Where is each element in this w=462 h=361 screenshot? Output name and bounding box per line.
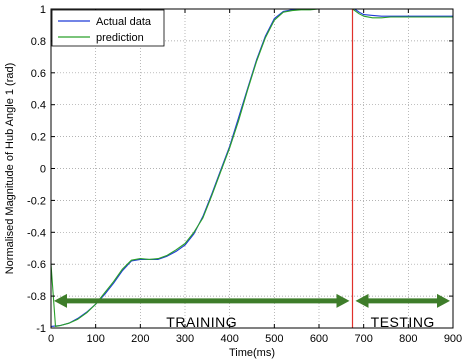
- x-tick-label: 500: [265, 333, 283, 345]
- y-tick-label: 0.2: [31, 132, 46, 144]
- testing-arrow-head-right: [437, 293, 450, 308]
- y-tick-label: -0.6: [27, 259, 46, 271]
- training-arrow-head-left: [54, 293, 67, 308]
- axis-ticks: 0 100 200 300 400 500 600 700 800 900 -1 -0.8 -0.6 -0…: [27, 4, 462, 345]
- x-tick-label: 700: [354, 333, 372, 345]
- y-tick-label: 1: [40, 4, 46, 16]
- testing-arrow-head-left: [355, 293, 369, 308]
- y-tick-label: -0.8: [27, 291, 46, 303]
- training-arrow-head-right: [336, 293, 350, 308]
- legend: Actual data prediction: [51, 9, 165, 47]
- training-label: TRAINING: [166, 314, 237, 330]
- x-tick-label: 800: [399, 333, 417, 345]
- x-tick-label: 900: [444, 333, 462, 345]
- x-tick-label: 0: [48, 333, 54, 345]
- series-line-actual-data: [50, 8, 453, 327]
- legend-entry: Actual data: [96, 16, 152, 28]
- x-tick-label: 100: [86, 333, 104, 345]
- x-tick-label: 300: [176, 333, 194, 345]
- x-tick-label: 400: [220, 333, 238, 345]
- testing-label: TESTING: [371, 314, 435, 330]
- y-tick-label: -0.4: [27, 227, 46, 239]
- x-axis-label: Time(ms): [229, 347, 275, 359]
- legend-entry: prediction: [96, 32, 144, 44]
- y-tick-label: 0.4: [31, 100, 46, 112]
- y-tick-label: -0.2: [27, 195, 46, 207]
- phase-annotations: TRAINING TESTING: [54, 293, 450, 330]
- y-tick-label: 0.6: [31, 68, 46, 80]
- series-group: [50, 8, 453, 327]
- y-tick-label: 0.8: [31, 36, 46, 48]
- y-axis-label: Normalised Magnitude of Hub Angle 1 (rad…: [4, 63, 16, 275]
- y-tick-label: -1: [36, 323, 46, 335]
- x-tick-label: 200: [131, 333, 149, 345]
- series-line-prediction: [50, 8, 453, 327]
- y-tick-label: 0: [40, 164, 46, 176]
- x-tick-label: 600: [310, 333, 328, 345]
- legend-box: [51, 9, 165, 47]
